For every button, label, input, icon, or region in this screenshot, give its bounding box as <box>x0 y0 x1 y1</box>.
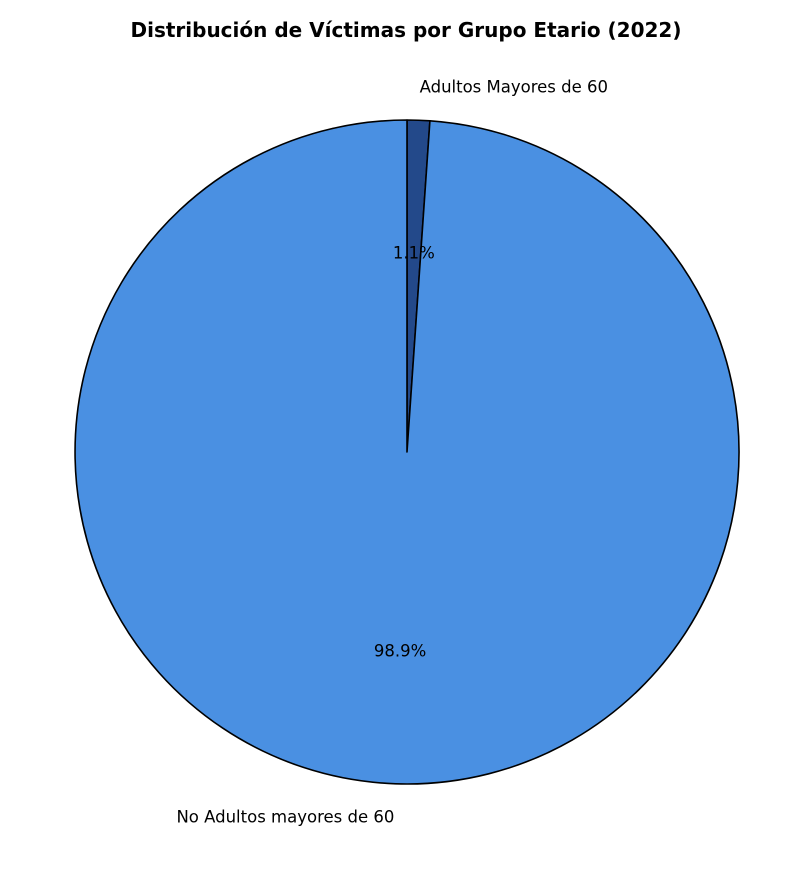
pie-slices <box>74 119 740 785</box>
chart-title: Distribución de Víctimas por Grupo Etari… <box>130 18 681 42</box>
slice-label-no-adultos-mayores-de-60: No Adultos mayores de 60 <box>176 807 394 826</box>
pct-label-no-adultos-mayores-de-60: 98.9% <box>374 642 426 661</box>
pie-slice-no-adultos-mayores-de-60 <box>74 119 740 785</box>
pie-labels: Adultos Mayores de 60 1.1% No Adultos mayo… <box>176 78 608 827</box>
slice-label-adultos-mayores-de-60: Adultos Mayores de 60 <box>420 78 608 97</box>
pct-label-adultos-mayores-de-60: 1.1% <box>393 243 435 262</box>
